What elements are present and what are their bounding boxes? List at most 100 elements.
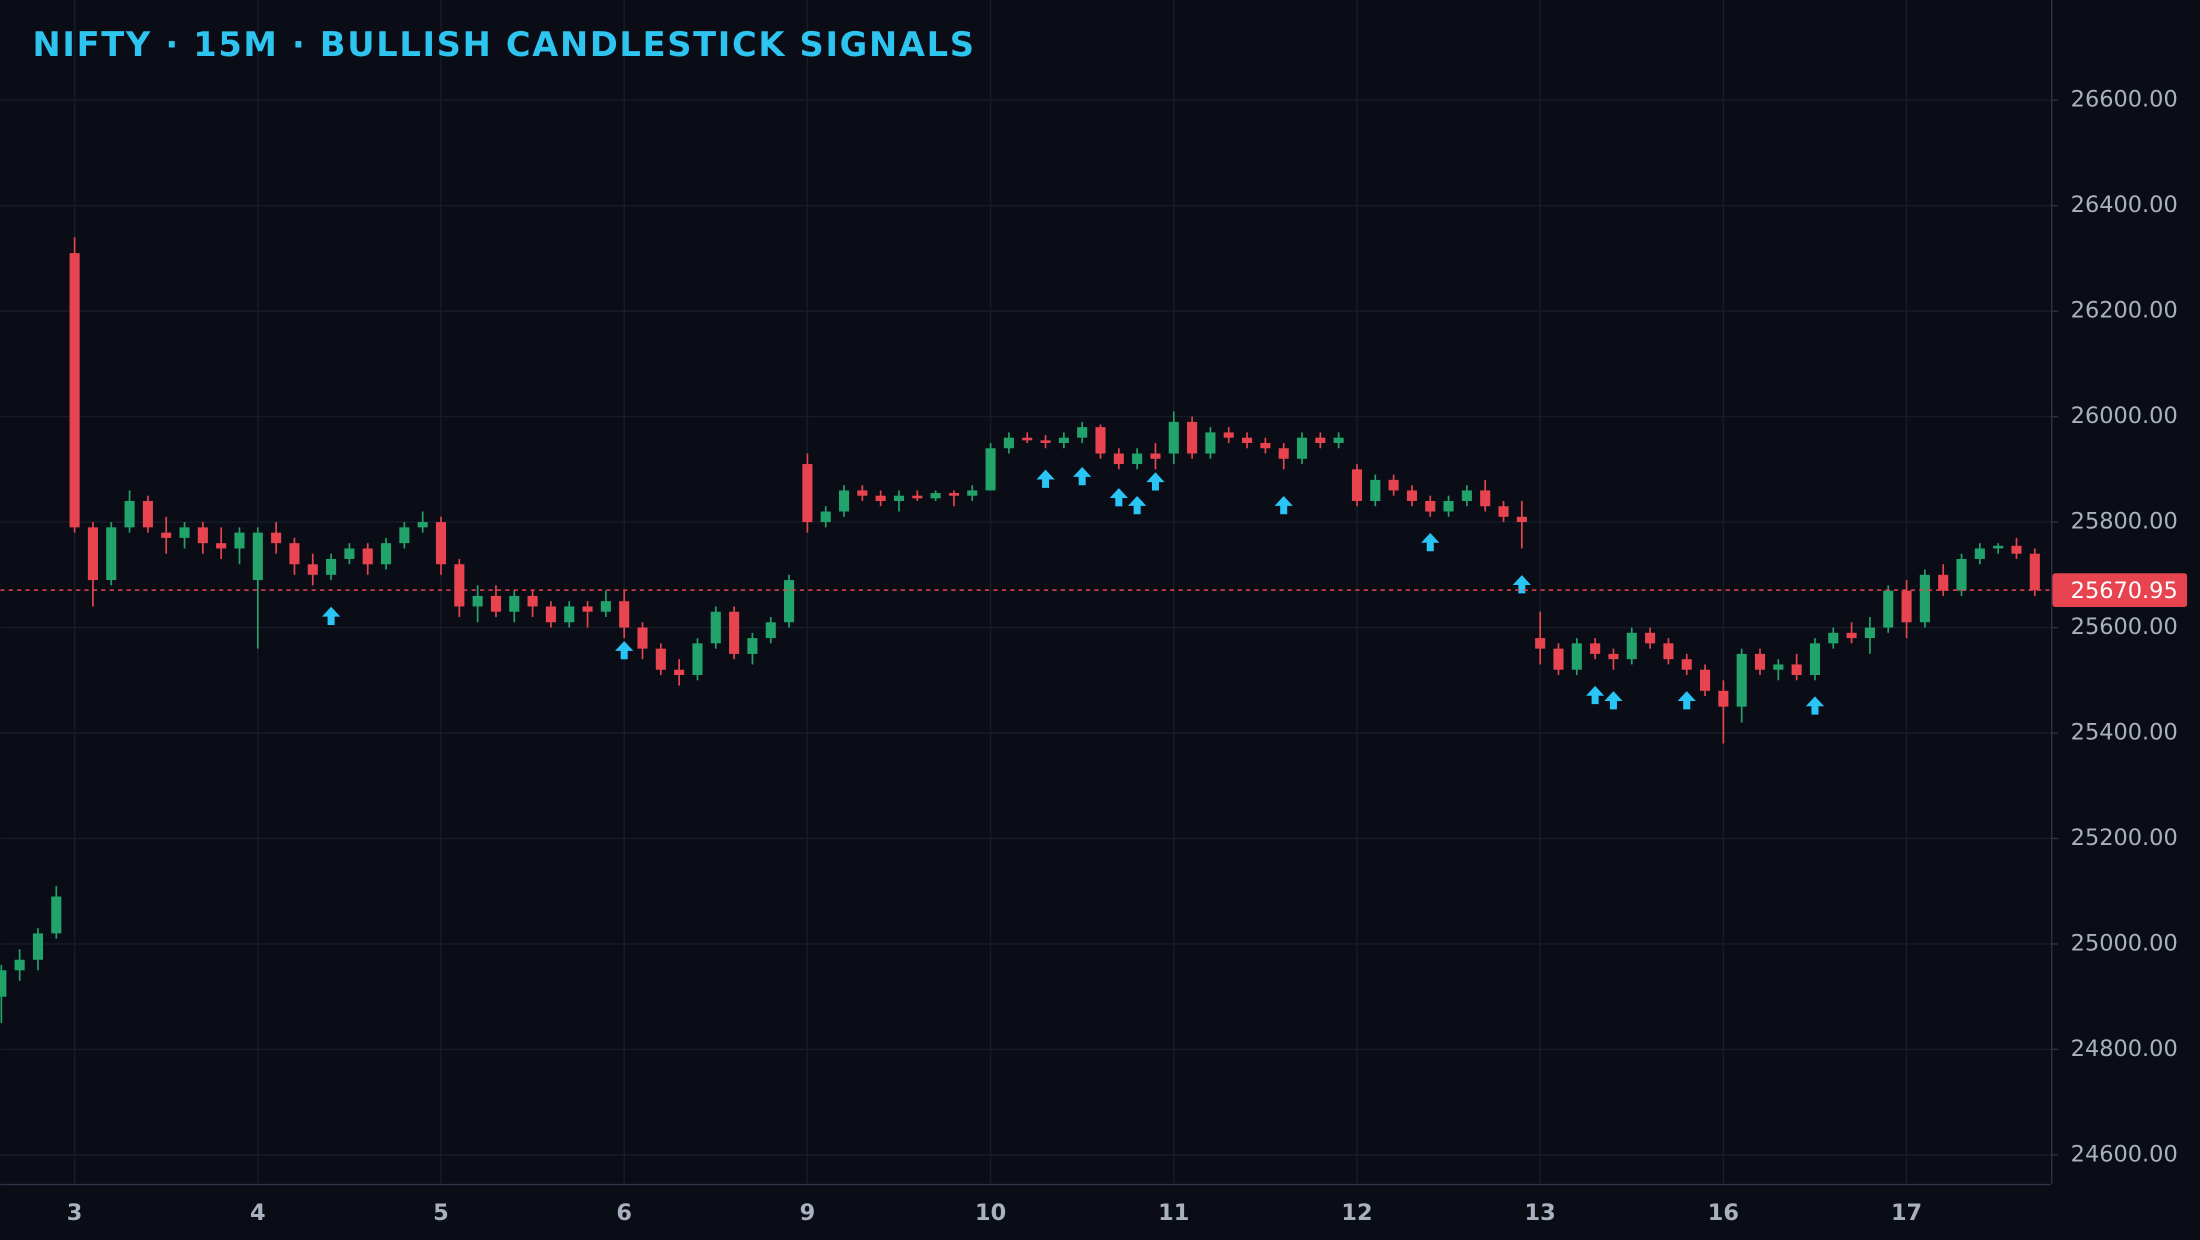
- candle-body: [32, 933, 44, 960]
- candle-body: [399, 527, 410, 544]
- candle-body: [1864, 627, 1875, 639]
- candle-body: [1351, 469, 1363, 501]
- x-tick-label: 3: [67, 1200, 83, 1226]
- candle-body: [2011, 545, 2022, 554]
- labels: 24600.00 24800.00 25000.00 25200.00 25400.00…: [67, 87, 2188, 1226]
- candle-body: [1461, 490, 1472, 501]
- candle-body: [380, 543, 392, 565]
- x-tick-label: 16: [1708, 1200, 1739, 1226]
- candle-body: [326, 558, 337, 575]
- candle-body: [985, 448, 996, 491]
- candle-body: [1846, 632, 1857, 639]
- candle-body: [692, 643, 703, 676]
- y-tick-label: 25400.00: [2071, 720, 2178, 746]
- candle-body: [1003, 437, 1014, 449]
- y-tick-label: 26000.00: [2071, 403, 2178, 429]
- candle-body: [1095, 427, 1106, 454]
- candle-body: [838, 490, 850, 512]
- signal-arrow: [1146, 472, 1165, 491]
- candle-body: [875, 495, 886, 501]
- candle-body: [1791, 664, 1802, 676]
- candle-body: [1223, 432, 1234, 438]
- candle-body: [1058, 437, 1069, 443]
- candle-body: [1974, 548, 1985, 559]
- signal-arrow: [1109, 488, 1128, 507]
- candle-body: [1645, 632, 1656, 644]
- candle-body: [1022, 437, 1033, 441]
- candle-body: [1608, 653, 1619, 660]
- candle-body: [1626, 632, 1637, 660]
- candle-body: [967, 490, 978, 496]
- signal-arrow: [1604, 691, 1623, 710]
- candle-body: [582, 606, 593, 612]
- candle-body: [1516, 516, 1527, 523]
- candle-body: [161, 532, 172, 538]
- candle-body: [1956, 558, 1967, 591]
- y-tick-label: 25000.00: [2071, 930, 2178, 956]
- candle-body: [1443, 500, 1454, 512]
- candle-body: [784, 580, 795, 623]
- candle-body: [1535, 638, 1546, 649]
- candle-body: [1242, 437, 1253, 443]
- candle-body: [216, 543, 227, 549]
- signal-arrow: [1274, 496, 1293, 515]
- last-price-label: 25670.95: [2071, 578, 2178, 604]
- candle-body: [1938, 574, 1949, 591]
- signal-arrow: [615, 641, 634, 660]
- signal-arrow: [1586, 685, 1605, 705]
- candle-body: [1168, 421, 1179, 454]
- y-tick-label: 25800.00: [2071, 509, 2178, 535]
- candle-body: [1315, 437, 1326, 443]
- candle-body: [637, 627, 648, 649]
- candle-body: [1260, 442, 1271, 449]
- candle-body: [179, 527, 190, 538]
- last-price-badge: [2052, 573, 2188, 607]
- signal-arrow: [321, 606, 341, 626]
- signal-arrow: [1421, 532, 1440, 552]
- y-tick-label: 26400.00: [2071, 192, 2178, 218]
- candle-body: [1901, 590, 1912, 623]
- candle-body: [527, 595, 538, 607]
- candle-body: [1883, 590, 1894, 628]
- candle-body: [1406, 490, 1417, 501]
- x-tick-label: 9: [800, 1200, 816, 1226]
- candle-body: [69, 253, 80, 528]
- candle-body: [765, 622, 776, 639]
- candle-body: [271, 532, 282, 544]
- candle-body: [1663, 643, 1674, 660]
- x-tick-label: 6: [616, 1200, 632, 1226]
- candle-body: [0, 970, 7, 997]
- signal-arrow: [1128, 496, 1147, 515]
- candle-body: [600, 601, 611, 612]
- candle-body: [1278, 448, 1289, 459]
- candle-body: [490, 595, 502, 612]
- candle-body: [435, 522, 447, 565]
- candle-body: [1132, 453, 1143, 465]
- candle-body: [655, 648, 666, 670]
- candle-body: [1498, 506, 1509, 517]
- candle-body: [1828, 632, 1839, 644]
- candle-body: [930, 493, 941, 499]
- candle-body: [619, 601, 630, 628]
- candle-body: [142, 500, 153, 528]
- candle-body: [472, 595, 483, 607]
- x-tick-label: 5: [433, 1200, 449, 1226]
- marks: [0, 237, 2052, 1024]
- signal-arrow: [1073, 467, 1092, 486]
- candle-body: [417, 522, 428, 528]
- candle-body: [362, 548, 373, 565]
- candle-body: [747, 638, 758, 654]
- signal-arrow: [1677, 691, 1696, 710]
- candle-body: [197, 527, 208, 544]
- signal-arrow: [1805, 696, 1825, 715]
- candle-body: [1425, 500, 1436, 512]
- candle-body: [674, 669, 685, 676]
- x-tick-label: 13: [1525, 1200, 1556, 1226]
- candle-body: [1077, 427, 1088, 438]
- candle-body: [1736, 653, 1747, 707]
- candle-body: [1809, 643, 1821, 676]
- candle-body: [1388, 479, 1399, 491]
- candle-body: [124, 500, 135, 528]
